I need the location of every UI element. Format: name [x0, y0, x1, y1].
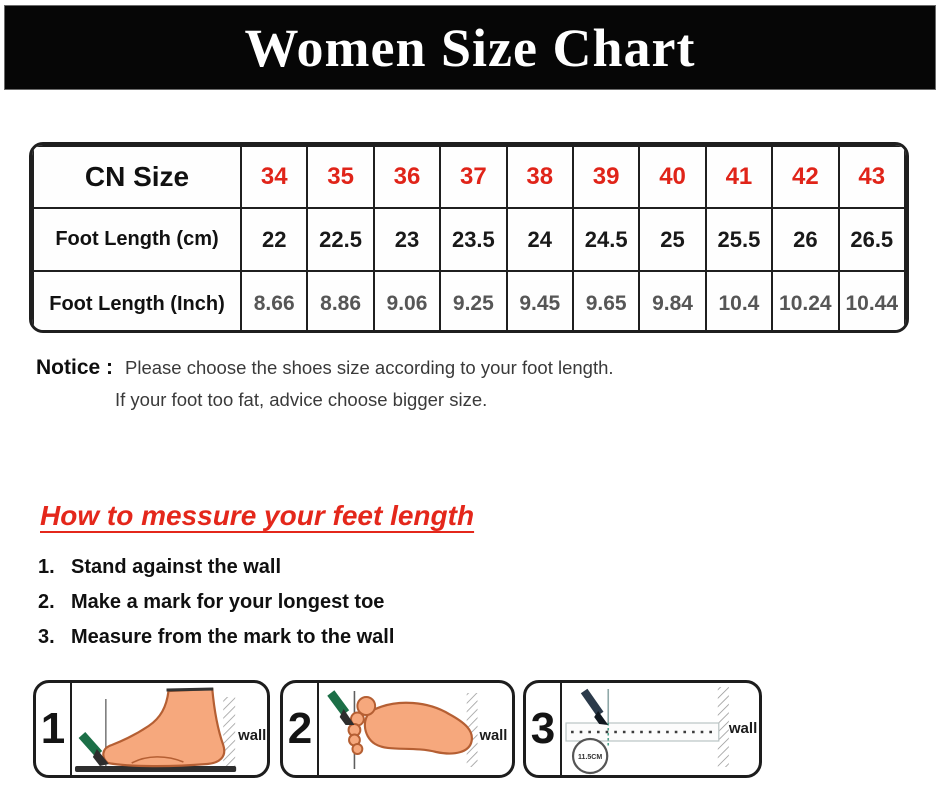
cm-cell: 26.5 — [837, 207, 906, 272]
cn-size-cell: 36 — [372, 145, 442, 209]
wall-hatch — [466, 693, 478, 767]
illustration-step-2: 2 — [280, 680, 515, 778]
notice-block: Notice : Please choose the shoes size ac… — [36, 356, 716, 411]
notice-line-2: If your foot too fat, advice choose bigg… — [115, 389, 488, 410]
cm-cell: 25 — [638, 207, 707, 272]
foot-side-icon — [102, 687, 226, 768]
step-2-number: 2 — [283, 683, 319, 775]
measurement-label: 11.5CM — [578, 754, 602, 761]
step-text: Measure from the mark to the wall — [71, 626, 395, 648]
table-row-cn-size: CN Size 34 35 36 37 38 39 40 41 42 43 — [32, 145, 906, 209]
cn-size-cell: 35 — [306, 145, 375, 209]
measure-ruler-diagram: 11.5CM wall — [562, 683, 759, 775]
guide-step-2: 2. Make a mark for your longest toe — [38, 591, 394, 614]
table-row-foot-length-cm: Foot Length (cm) 22 22.5 23 23.5 24 24.5… — [32, 207, 906, 272]
size-table: CN Size 34 35 36 37 38 39 40 41 42 43 Fo… — [29, 142, 909, 333]
cm-cell: 23 — [372, 207, 442, 272]
illustration-step-3: 3 11.5CM — [523, 680, 762, 778]
title-banner: Women Size Chart — [4, 5, 936, 90]
cm-cell: 23.5 — [439, 207, 508, 272]
row-label: Foot Length (Inch) — [32, 270, 242, 330]
step-3-number: 3 — [526, 683, 562, 775]
cn-size-cell: 41 — [704, 145, 774, 209]
cm-cell: 24.5 — [571, 207, 641, 272]
cm-cell: 22.5 — [306, 207, 375, 272]
pencil-icon — [327, 690, 355, 725]
pencil-icon — [580, 688, 609, 725]
page-title: Women Size Chart — [244, 17, 696, 78]
step-1-number: 1 — [36, 683, 72, 775]
inch-cell: 8.86 — [306, 270, 375, 330]
inch-cell: 8.66 — [239, 270, 309, 330]
table-row-foot-length-inch: Foot Length (Inch) 8.66 8.86 9.06 9.25 9… — [32, 270, 906, 330]
inch-cell: 9.45 — [505, 270, 574, 330]
wall-label: wall — [237, 727, 266, 744]
wall-label: wall — [728, 720, 757, 737]
floor-line — [74, 766, 237, 772]
wall-hatch — [717, 687, 729, 767]
guide-step-3: 3. Measure from the mark to the wall — [38, 626, 394, 649]
cm-cell: 24 — [505, 207, 574, 272]
cn-size-cell: 37 — [439, 145, 508, 209]
inch-cell: 10.44 — [837, 270, 906, 330]
step-number: 3. — [38, 626, 55, 648]
step-number: 2. — [38, 591, 55, 613]
row-label: Foot Length (cm) — [32, 207, 242, 272]
cn-size-cell: 42 — [771, 145, 840, 209]
illustration-step-1: 1 wall — [33, 680, 270, 778]
inch-cell: 10.4 — [704, 270, 774, 330]
pencil-icon — [78, 731, 109, 766]
footprint-top-view-diagram: wall — [319, 683, 512, 775]
notice-label: Notice : — [36, 356, 114, 379]
leg-crop-line — [166, 687, 214, 692]
inch-cell: 9.06 — [372, 270, 442, 330]
footprint-icon — [347, 696, 473, 755]
inch-cell: 10.24 — [771, 270, 840, 330]
cn-size-cell: 38 — [505, 145, 574, 209]
step-text: Stand against the wall — [71, 556, 282, 578]
cn-size-cell: 34 — [239, 145, 309, 209]
step-text: Make a mark for your longest toe — [71, 591, 385, 613]
foot-side-view-diagram: wall — [72, 683, 267, 775]
row-label: CN Size — [32, 145, 242, 209]
measurement-circle: 11.5CM — [571, 737, 609, 775]
step-number: 1. — [38, 556, 55, 578]
cm-cell: 25.5 — [704, 207, 774, 272]
inch-cell: 9.84 — [638, 270, 707, 330]
foot-arch-shade — [131, 756, 184, 764]
cn-size-cell: 39 — [571, 145, 641, 209]
wall-hatch — [223, 697, 236, 769]
inch-cell: 9.65 — [571, 270, 641, 330]
cm-cell: 26 — [771, 207, 840, 272]
guide-heading: How to messure your feet length — [40, 500, 475, 531]
notice-line-1: Please choose the shoes size according t… — [125, 357, 614, 378]
wall-label: wall — [479, 728, 508, 744]
guide-steps: 1. Stand against the wall 2. Make a mark… — [38, 556, 394, 661]
guide-step-1: 1. Stand against the wall — [38, 556, 394, 579]
inch-cell: 9.25 — [439, 270, 508, 330]
cn-size-cell: 40 — [638, 145, 707, 209]
cm-cell: 22 — [239, 207, 309, 272]
cn-size-cell: 43 — [837, 145, 906, 209]
